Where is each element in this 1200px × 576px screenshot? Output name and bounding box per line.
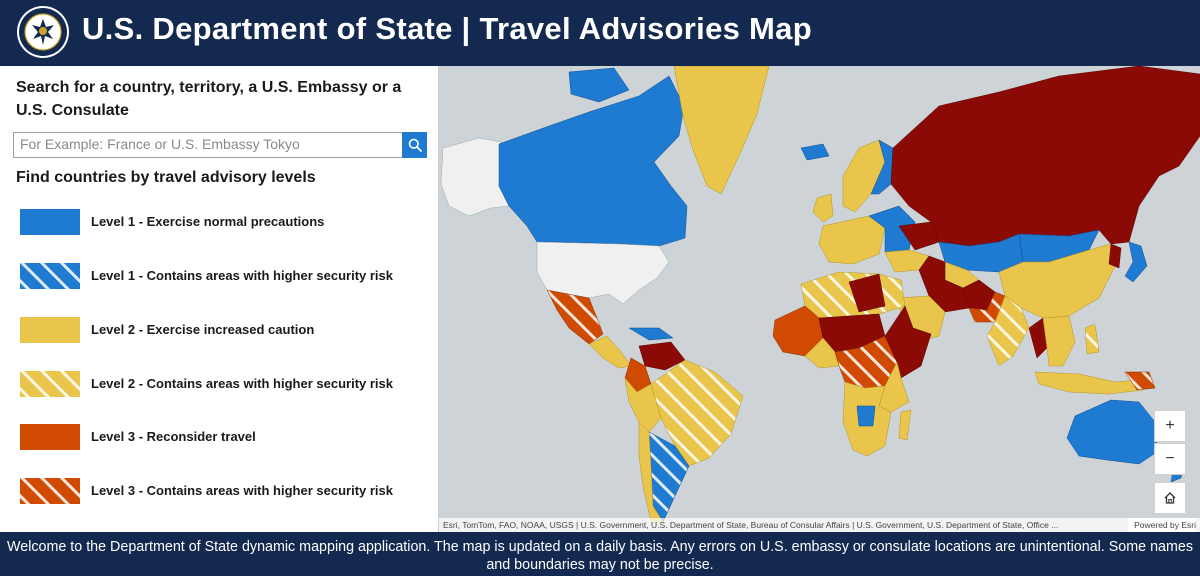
legend-level3-hatched[interactable]: Level 3 - Contains areas with higher sec… (20, 478, 430, 504)
legend-label: Level 1 - Exercise normal precautions (91, 214, 325, 229)
map-region-greenland (673, 66, 770, 195)
zoom-in-button[interactable]: + (1154, 410, 1186, 442)
footer-banner: Welcome to the Department of State dynam… (0, 532, 1200, 576)
map-attribution: Esri, TomTom, FAO, NOAA, USGS | U.S. Gov… (439, 518, 1200, 532)
legend-label: Level 2 - Contains areas with higher sec… (91, 376, 393, 391)
map-region-philippines (1084, 323, 1100, 355)
map-region-uk (812, 193, 834, 223)
map-region-australia (1066, 399, 1158, 465)
level3-hatched-swatch (20, 478, 80, 504)
search-button[interactable] (402, 132, 427, 158)
map-region-mexico (546, 289, 604, 345)
level3-solid-swatch (20, 424, 80, 450)
map-region-caribbean (628, 327, 674, 341)
zoom-out-button[interactable]: − (1154, 443, 1186, 475)
home-icon (1164, 492, 1176, 504)
home-button[interactable] (1154, 482, 1186, 514)
powered-by-esri-link[interactable]: Powered by Esri (1128, 518, 1196, 532)
map-region-brazil (650, 359, 744, 467)
map-region-png (1124, 371, 1156, 391)
map-region-botswana (856, 405, 876, 427)
footer-text: Welcome to the Department of State dynam… (7, 539, 1193, 573)
map-region-libya (848, 273, 886, 313)
department-of-state-seal-icon (17, 6, 69, 58)
search-box (13, 132, 403, 158)
search-icon (408, 138, 422, 152)
side-panel: Search for a country, territory, a U.S. … (0, 66, 439, 532)
map-region-japan (1124, 241, 1148, 283)
app-title: U.S. Department of State | Travel Adviso… (82, 11, 812, 46)
search-heading: Search for a country, territory, a U.S. … (16, 79, 402, 119)
legend-level2-hatched[interactable]: Level 2 - Contains areas with higher sec… (20, 371, 430, 397)
legend-level2-caution[interactable]: Level 2 - Exercise increased caution (20, 317, 430, 343)
legend-label: Level 3 - Contains areas with higher sec… (91, 483, 393, 498)
app-header: U.S. Department of State | Travel Adviso… (0, 0, 1200, 66)
search-input[interactable] (14, 133, 400, 155)
legend-level1-hatched[interactable]: Level 1 - Contains areas with higher sec… (20, 263, 430, 289)
map-region-india (986, 295, 1030, 367)
travel-advisory-map[interactable]: + − Esri, TomTom, FAO, NOAA, USGS | U.S.… (439, 66, 1200, 532)
level2-hatched-swatch (20, 371, 80, 397)
map-region-indonesia (1034, 371, 1144, 395)
map-region-alaska (440, 137, 510, 217)
map-region-canada (498, 75, 688, 247)
world-map[interactable] (439, 66, 1200, 532)
level2-solid-swatch (20, 317, 80, 343)
legend-label: Level 3 - Reconsider travel (91, 429, 256, 444)
legend-level3-reconsider[interactable]: Level 3 - Reconsider travel (20, 424, 430, 450)
map-region-venezuela (638, 341, 686, 371)
legend-level1-normal[interactable]: Level 1 - Exercise normal precautions (20, 209, 430, 235)
level1-hatched-swatch (20, 263, 80, 289)
map-region-madagascar (898, 409, 912, 441)
level1-solid-swatch (20, 209, 80, 235)
levels-heading: Find countries by travel advisory levels (16, 169, 316, 186)
map-region-iceland (800, 143, 830, 161)
attribution-text: Esri, TomTom, FAO, NOAA, USGS | U.S. Gov… (443, 520, 1059, 530)
map-region-se-asia (1042, 315, 1076, 367)
map-region-andes (624, 377, 662, 433)
legend-label: Level 2 - Exercise increased caution (91, 322, 315, 337)
map-region-korea (1108, 243, 1122, 269)
map-region-arctic-islands (568, 67, 630, 103)
legend-label: Level 1 - Contains areas with higher sec… (91, 268, 393, 283)
